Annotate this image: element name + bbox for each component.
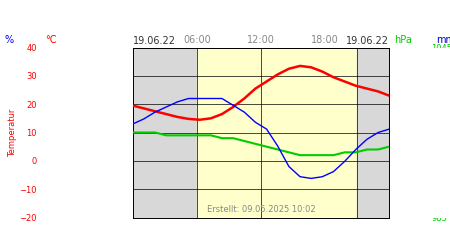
Text: %: %	[4, 35, 13, 45]
Text: 19.06.22: 19.06.22	[133, 36, 176, 46]
Text: hPa: hPa	[394, 35, 412, 45]
Bar	[357, 48, 389, 217]
Text: Erstellt: 09.05.2025 10:02: Erstellt: 09.05.2025 10:02	[207, 205, 315, 214]
Text: 19.06.22: 19.06.22	[346, 36, 389, 46]
Bar	[197, 48, 357, 217]
Y-axis label: Temperatur: Temperatur	[8, 108, 17, 157]
Bar	[133, 48, 197, 217]
Text: mm/h: mm/h	[436, 35, 450, 45]
Text: °C: °C	[45, 35, 57, 45]
